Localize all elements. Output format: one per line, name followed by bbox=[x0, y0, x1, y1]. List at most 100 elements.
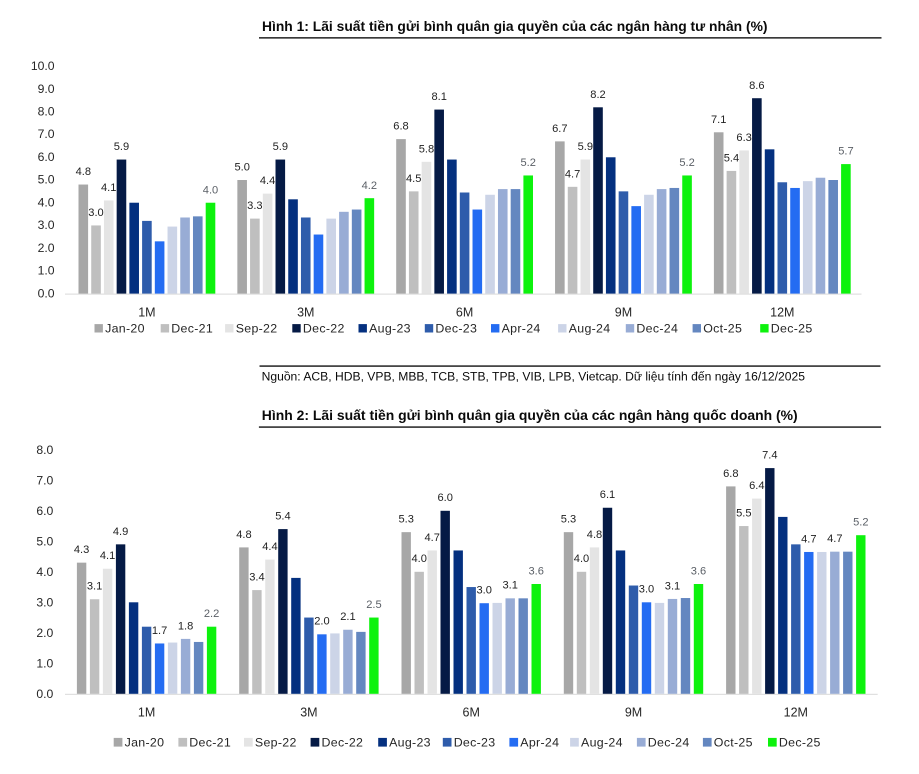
svg-text:8.2: 8.2 bbox=[590, 89, 605, 101]
svg-text:2.0: 2.0 bbox=[38, 241, 55, 255]
svg-text:Dec-23: Dec-23 bbox=[435, 322, 477, 336]
svg-text:4.4: 4.4 bbox=[262, 541, 277, 553]
svg-text:3M: 3M bbox=[300, 705, 317, 719]
svg-text:5.2: 5.2 bbox=[520, 157, 535, 169]
svg-text:Jan-20: Jan-20 bbox=[105, 322, 145, 336]
svg-text:2.0: 2.0 bbox=[36, 626, 53, 640]
svg-text:3.6: 3.6 bbox=[528, 565, 543, 577]
svg-text:Dec-21: Dec-21 bbox=[189, 736, 231, 750]
svg-text:3.3: 3.3 bbox=[247, 200, 262, 212]
svg-text:4.0: 4.0 bbox=[38, 195, 55, 209]
svg-text:4.1: 4.1 bbox=[101, 182, 116, 194]
svg-text:6.3: 6.3 bbox=[736, 132, 751, 144]
svg-text:4.0: 4.0 bbox=[203, 184, 218, 196]
svg-text:Dec-23: Dec-23 bbox=[454, 736, 496, 750]
svg-text:9M: 9M bbox=[615, 306, 632, 320]
svg-text:6.4: 6.4 bbox=[749, 480, 764, 492]
svg-text:Dec-22: Dec-22 bbox=[322, 736, 364, 750]
svg-text:3.1: 3.1 bbox=[87, 581, 102, 593]
svg-text:7.0: 7.0 bbox=[36, 473, 53, 487]
svg-text:7.1: 7.1 bbox=[711, 114, 726, 126]
svg-text:4.9: 4.9 bbox=[113, 526, 128, 538]
svg-text:Dec-25: Dec-25 bbox=[771, 322, 813, 336]
svg-text:Dec-24: Dec-24 bbox=[648, 736, 690, 750]
svg-text:Aug-24: Aug-24 bbox=[569, 322, 611, 336]
svg-text:Aug-23: Aug-23 bbox=[369, 322, 411, 336]
svg-text:10.0: 10.0 bbox=[31, 59, 55, 73]
svg-text:4.2: 4.2 bbox=[362, 180, 377, 192]
svg-text:4.0: 4.0 bbox=[411, 553, 426, 565]
svg-text:6.8: 6.8 bbox=[393, 121, 408, 133]
svg-text:12M: 12M bbox=[784, 705, 808, 719]
svg-text:4.3: 4.3 bbox=[74, 544, 89, 556]
svg-text:6.1: 6.1 bbox=[600, 489, 615, 501]
svg-text:4.8: 4.8 bbox=[587, 529, 602, 541]
svg-text:3.0: 3.0 bbox=[88, 207, 103, 219]
svg-text:Dec-21: Dec-21 bbox=[171, 322, 213, 336]
svg-text:1.0: 1.0 bbox=[36, 656, 53, 670]
svg-text:4.4: 4.4 bbox=[260, 175, 275, 187]
svg-text:8.0: 8.0 bbox=[38, 104, 55, 118]
svg-text:4.0: 4.0 bbox=[574, 553, 589, 565]
svg-text:Dec-22: Dec-22 bbox=[303, 322, 345, 336]
svg-text:9.0: 9.0 bbox=[38, 82, 55, 96]
svg-text:6M: 6M bbox=[463, 705, 480, 719]
svg-text:5.9: 5.9 bbox=[578, 141, 593, 153]
svg-text:0.0: 0.0 bbox=[38, 286, 55, 300]
svg-text:5.7: 5.7 bbox=[838, 146, 853, 158]
svg-text:4.8: 4.8 bbox=[76, 166, 91, 178]
svg-text:7.0: 7.0 bbox=[38, 127, 55, 141]
svg-text:8.0: 8.0 bbox=[36, 443, 53, 457]
svg-text:Dec-24: Dec-24 bbox=[636, 322, 678, 336]
svg-text:5.0: 5.0 bbox=[36, 534, 53, 548]
svg-text:5.2: 5.2 bbox=[853, 517, 868, 529]
svg-text:6M: 6M bbox=[456, 306, 473, 320]
svg-text:5.3: 5.3 bbox=[561, 514, 576, 526]
svg-text:5.4: 5.4 bbox=[724, 153, 739, 165]
svg-text:2.2: 2.2 bbox=[204, 608, 219, 620]
svg-text:5.9: 5.9 bbox=[114, 141, 129, 153]
svg-text:5.0: 5.0 bbox=[234, 162, 249, 174]
svg-text:1.0: 1.0 bbox=[38, 264, 55, 278]
svg-text:4.8: 4.8 bbox=[236, 529, 251, 541]
svg-text:1M: 1M bbox=[138, 705, 155, 719]
svg-text:12M: 12M bbox=[770, 306, 794, 320]
svg-text:Sep-22: Sep-22 bbox=[236, 322, 278, 336]
svg-text:Oct-25: Oct-25 bbox=[703, 322, 742, 336]
svg-text:5.0: 5.0 bbox=[38, 173, 55, 187]
svg-text:3M: 3M bbox=[297, 306, 314, 320]
svg-text:5.5: 5.5 bbox=[736, 507, 751, 519]
svg-text:5.8: 5.8 bbox=[419, 143, 434, 155]
svg-text:3.0: 3.0 bbox=[476, 585, 491, 597]
svg-text:3.0: 3.0 bbox=[36, 595, 53, 609]
svg-text:5.4: 5.4 bbox=[275, 511, 290, 523]
svg-text:1M: 1M bbox=[138, 306, 155, 320]
svg-text:4.0: 4.0 bbox=[36, 565, 53, 579]
svg-text:Dec-25: Dec-25 bbox=[779, 736, 821, 750]
svg-text:3.1: 3.1 bbox=[502, 580, 517, 592]
svg-text:3.6: 3.6 bbox=[691, 565, 706, 577]
svg-text:Sep-22: Sep-22 bbox=[255, 736, 297, 750]
svg-text:4.7: 4.7 bbox=[827, 533, 842, 545]
svg-text:0.0: 0.0 bbox=[36, 687, 53, 701]
svg-text:Oct-25: Oct-25 bbox=[714, 736, 753, 750]
svg-text:6.0: 6.0 bbox=[38, 150, 55, 164]
svg-text:2.0: 2.0 bbox=[314, 616, 329, 628]
svg-text:8.6: 8.6 bbox=[749, 80, 764, 92]
svg-text:2.5: 2.5 bbox=[366, 599, 381, 611]
svg-text:5.9: 5.9 bbox=[273, 141, 288, 153]
svg-text:Apr-24: Apr-24 bbox=[502, 322, 541, 336]
svg-text:3.0: 3.0 bbox=[639, 584, 654, 596]
svg-text:6.0: 6.0 bbox=[36, 504, 53, 518]
svg-text:3.0: 3.0 bbox=[38, 218, 55, 232]
svg-text:Jan-20: Jan-20 bbox=[125, 736, 165, 750]
svg-text:6.0: 6.0 bbox=[437, 492, 452, 504]
svg-text:Aug-23: Aug-23 bbox=[389, 736, 431, 750]
svg-text:1.7: 1.7 bbox=[152, 625, 167, 637]
svg-text:5.3: 5.3 bbox=[398, 514, 413, 526]
svg-text:Nguồn: ACB, HDB, VPB, MBB, TCB: Nguồn: ACB, HDB, VPB, MBB, TCB, STB, TPB… bbox=[262, 370, 806, 384]
svg-text:6.8: 6.8 bbox=[723, 468, 738, 480]
svg-text:2.1: 2.1 bbox=[340, 611, 355, 623]
svg-text:5.2: 5.2 bbox=[679, 157, 694, 169]
svg-text:Hình 2: Lãi suất tiền gửi bình: Hình 2: Lãi suất tiền gửi bình quân gia … bbox=[262, 407, 798, 423]
